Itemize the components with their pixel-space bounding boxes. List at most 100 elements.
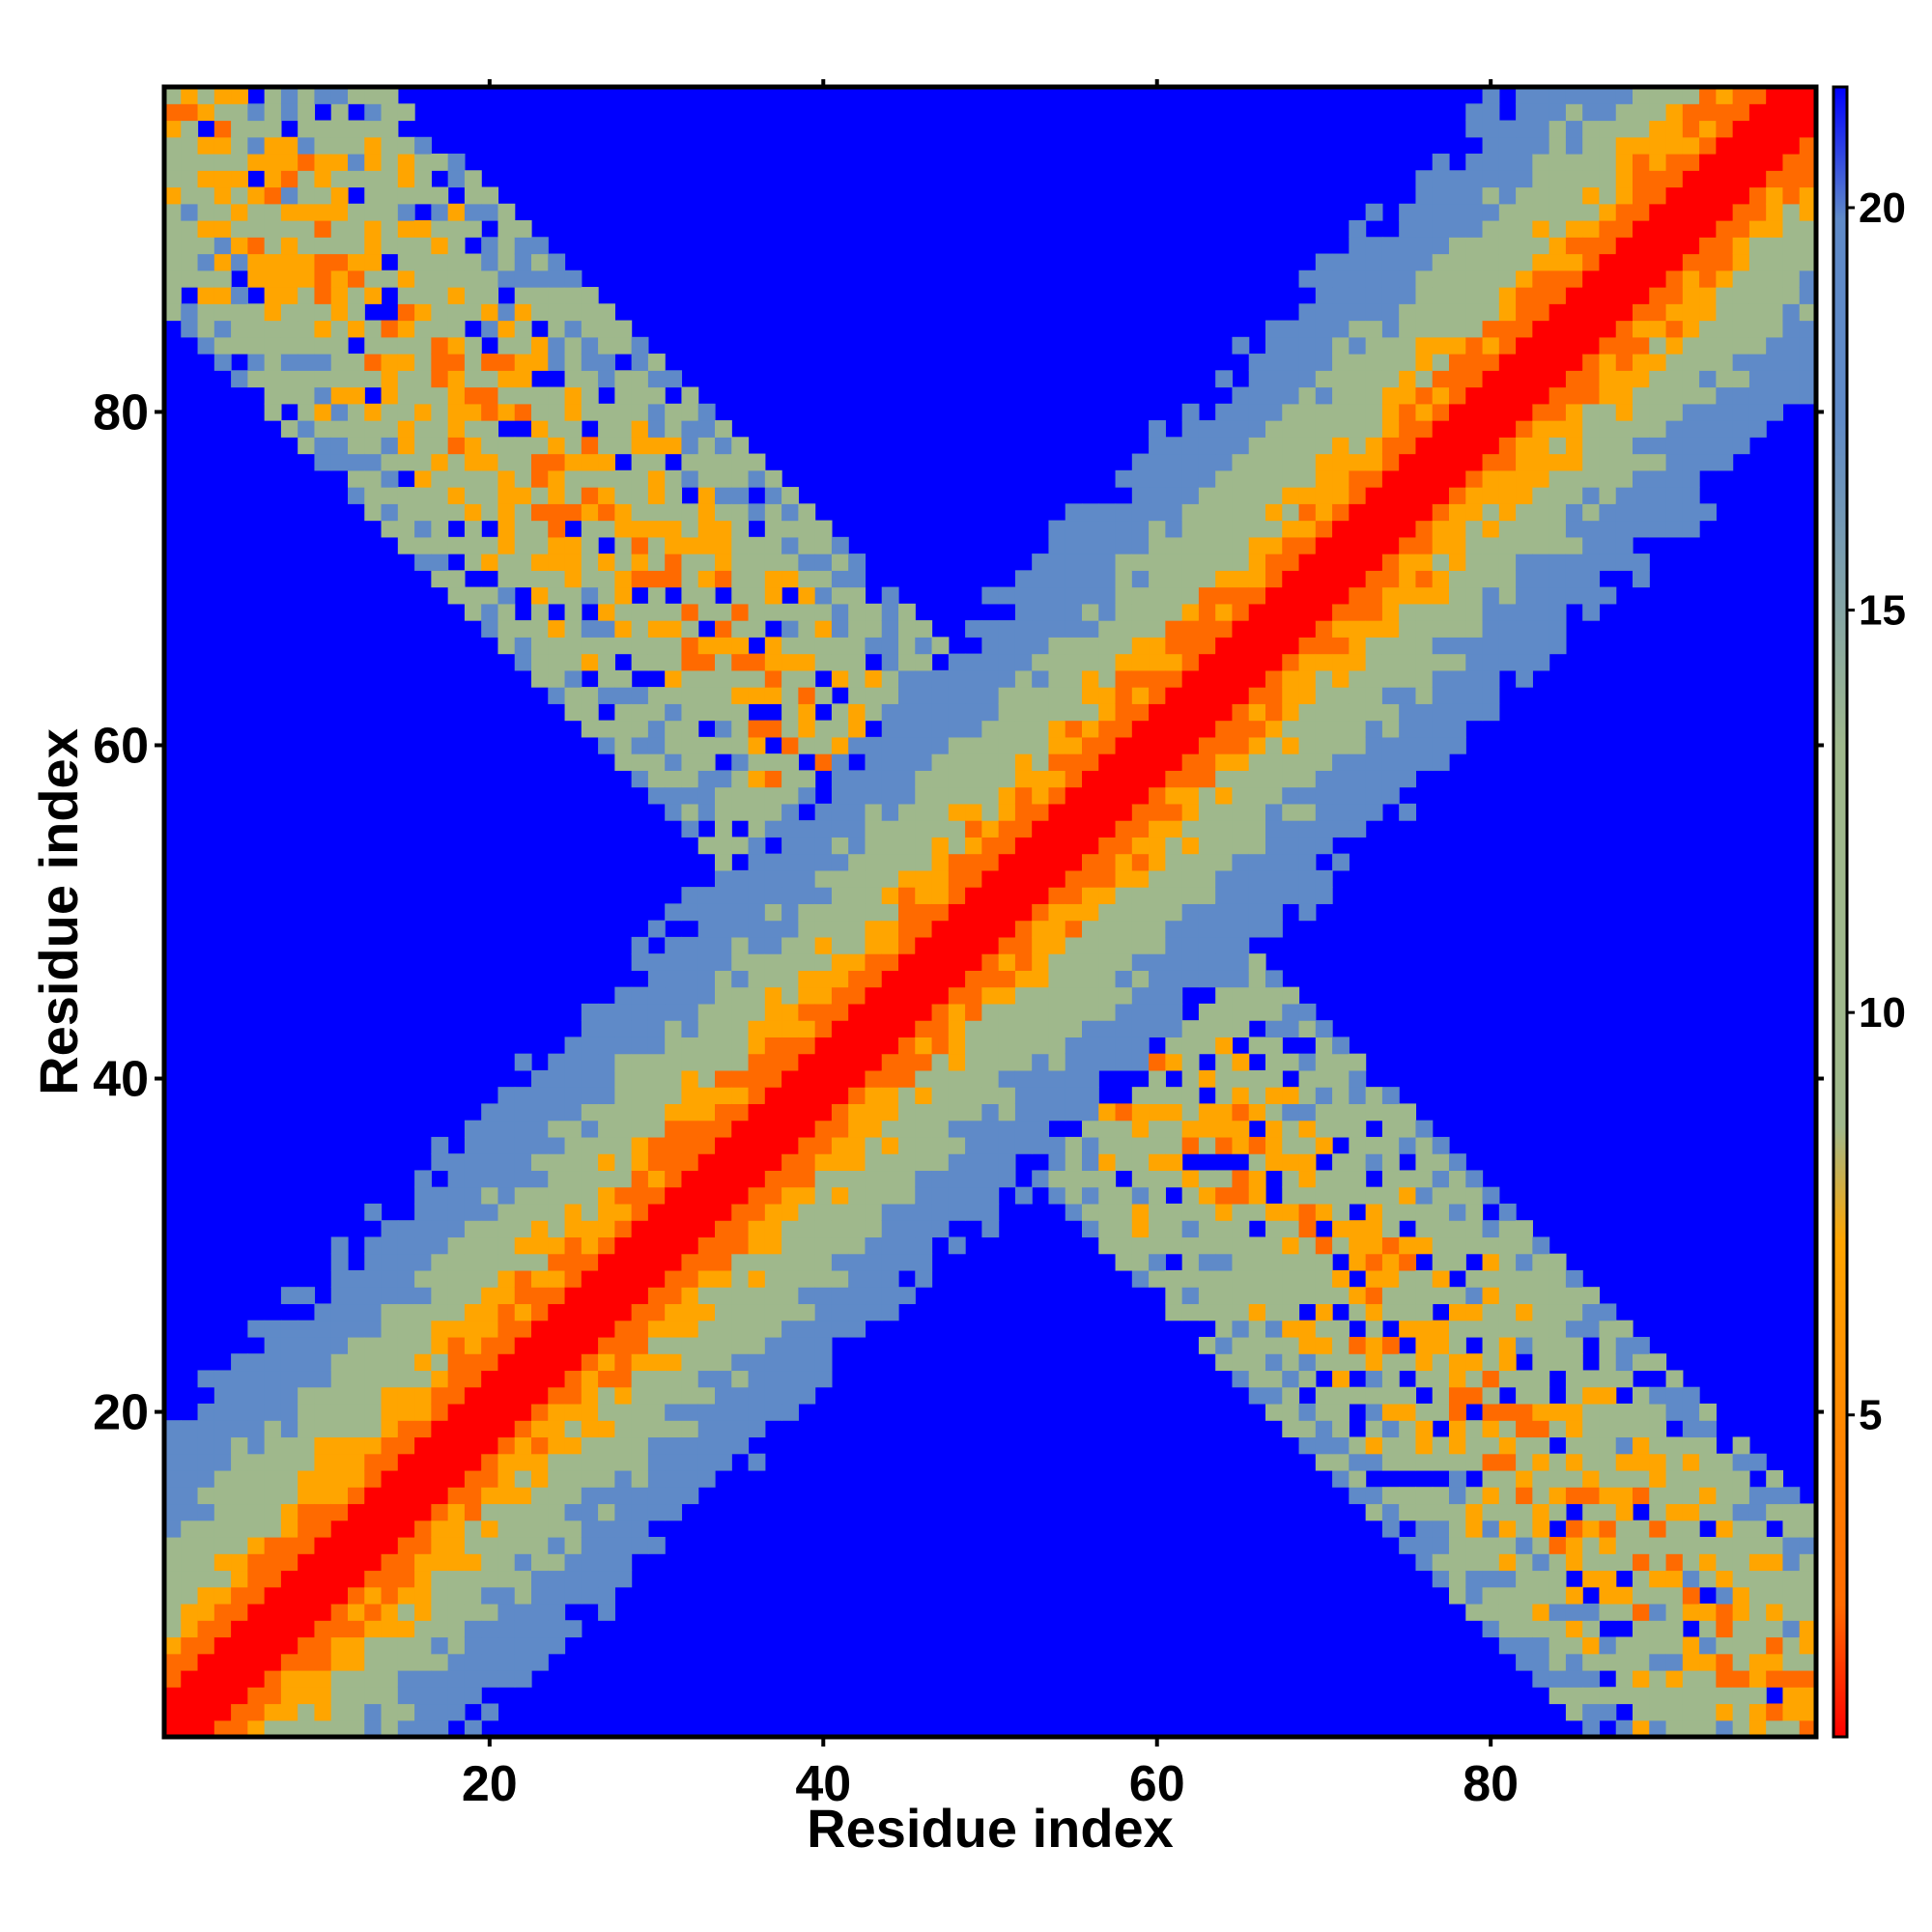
heatmap-cell (1599, 1603, 1617, 1621)
heatmap-cell (1582, 1487, 1601, 1505)
heatmap-cell (1682, 154, 1700, 171)
heatmap-cell (348, 1436, 365, 1455)
heatmap-cell (1265, 453, 1283, 471)
heatmap-cell (1649, 1520, 1667, 1538)
heatmap-cell (1198, 720, 1216, 738)
heatmap-cell (731, 1336, 750, 1354)
heatmap-cell (414, 253, 432, 271)
heatmap-cell (548, 586, 566, 605)
heatmap-cell (647, 986, 666, 1005)
heatmap-cell (1498, 1520, 1517, 1538)
heatmap-cell (1548, 620, 1567, 638)
heatmap-cell (1232, 1370, 1250, 1388)
heatmap-cell (1532, 403, 1550, 421)
heatmap-cell (1082, 1203, 1099, 1221)
heatmap-cell (1599, 253, 1617, 271)
heatmap-cell (1465, 653, 1484, 671)
heatmap-cell (881, 1103, 899, 1122)
heatmap-cell (514, 1087, 532, 1104)
heatmap-cell (1732, 437, 1750, 455)
heatmap-cell (998, 887, 1016, 904)
heatmap-cell (1282, 469, 1300, 488)
heatmap-cell (898, 753, 916, 771)
heatmap-cell (1748, 120, 1767, 138)
heatmap-cell (197, 87, 215, 104)
heatmap-cell (1682, 1669, 1700, 1688)
heatmap-cell (697, 1287, 716, 1305)
heatmap-cell (1615, 386, 1634, 405)
heatmap-cell (1649, 237, 1667, 255)
heatmap-cell (981, 1203, 1000, 1221)
heatmap-cell (1716, 320, 1734, 338)
heatmap-cell (514, 554, 532, 571)
heatmap-cell (1599, 136, 1617, 155)
heatmap-cell (814, 920, 833, 938)
heatmap-cell (548, 1153, 566, 1172)
heatmap-cell (164, 253, 182, 271)
heatmap-cell (1665, 253, 1684, 271)
heatmap-cell (481, 1436, 499, 1455)
heatmap-cell (1766, 170, 1784, 188)
heatmap-cell (1332, 1203, 1350, 1221)
heatmap-cell (1065, 1037, 1083, 1055)
heatmap-cell (264, 336, 282, 355)
heatmap-cell (881, 1287, 899, 1305)
heatmap-cell (1332, 736, 1350, 754)
heatmap-cell (1048, 953, 1066, 971)
heatmap-cell (1532, 186, 1550, 205)
heatmap-cell (1181, 869, 1200, 888)
heatmap-cell (1633, 1353, 1650, 1372)
heatmap-cell (1298, 386, 1317, 405)
heatmap-cell (1432, 753, 1450, 771)
heatmap-cell (681, 1336, 699, 1354)
heatmap-cell (348, 487, 365, 504)
heatmap-cell (531, 354, 549, 371)
heatmap-cell (1198, 1120, 1216, 1138)
heatmap-cell (598, 1453, 615, 1471)
heatmap-cell (948, 770, 966, 788)
heatmap-cell (280, 203, 298, 221)
heatmap-cell (681, 1253, 699, 1271)
heatmap-cell (647, 1436, 666, 1455)
heatmap-cell (848, 653, 867, 671)
heatmap-cell (330, 1303, 349, 1321)
heatmap-cell (1115, 653, 1133, 671)
heatmap-cell (447, 1453, 466, 1471)
heatmap-cell (1716, 287, 1734, 304)
heatmap-cell (898, 703, 916, 722)
heatmap-cell (1399, 1453, 1417, 1471)
heatmap-cell (1065, 586, 1083, 605)
heatmap-cell (814, 620, 833, 638)
heatmap-cell (1465, 570, 1484, 588)
heatmap-cell (397, 220, 415, 238)
heatmap-cell (1766, 370, 1784, 388)
heatmap-cell (1582, 1403, 1601, 1421)
heatmap-cell (1365, 1353, 1383, 1372)
heatmap-cell (1649, 1669, 1667, 1688)
heatmap-cell (798, 1320, 816, 1338)
heatmap-cell (531, 270, 549, 288)
heatmap-cell (414, 1320, 432, 1338)
heatmap-cell (631, 637, 649, 655)
heatmap-cell (748, 1103, 766, 1122)
heatmap-cell (531, 1136, 549, 1154)
heatmap-cell (1048, 1170, 1066, 1188)
heatmap-cell (915, 1087, 933, 1104)
heatmap-cell (447, 154, 466, 171)
heatmap-cell (1082, 570, 1099, 588)
heatmap-cell (1716, 386, 1734, 405)
heatmap-cell (831, 703, 849, 722)
heatmap-cell (1365, 1287, 1383, 1305)
heatmap-cell (298, 1536, 316, 1554)
heatmap-cell (581, 1553, 599, 1572)
heatmap-cell (481, 253, 499, 271)
heatmap-cell (1615, 1586, 1634, 1605)
heatmap-cell (581, 386, 599, 405)
heatmap-cell (1449, 586, 1466, 605)
heatmap-cell (1716, 1669, 1734, 1688)
heatmap-cell (497, 1120, 516, 1138)
heatmap-cell (431, 1570, 449, 1588)
heatmap-cell (1699, 1669, 1717, 1688)
heatmap-cell (831, 620, 849, 638)
heatmap-cell (647, 520, 666, 538)
